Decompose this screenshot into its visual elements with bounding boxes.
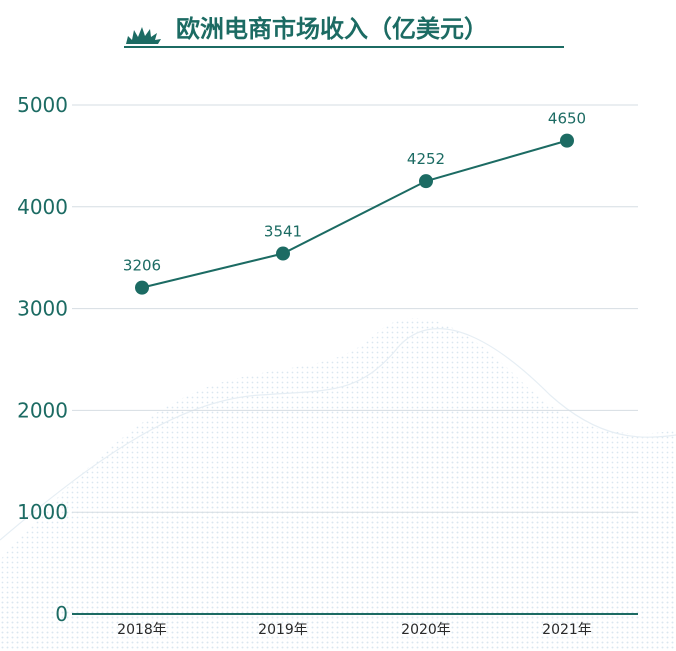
y-tick-label: 2000 bbox=[17, 398, 68, 422]
data-label: 3541 bbox=[264, 223, 302, 241]
wave-shape-front bbox=[0, 420, 676, 651]
data-points bbox=[135, 133, 574, 295]
title-group: 欧洲电商市场收入（亿美元） bbox=[124, 15, 564, 48]
grid-lines bbox=[72, 104, 638, 513]
x-tick-label: 2021年 bbox=[542, 622, 592, 638]
data-label: 3206 bbox=[123, 257, 161, 275]
y-tick-label: 1000 bbox=[17, 500, 68, 524]
data-labels: 3206 3541 4252 4650 bbox=[123, 110, 586, 275]
x-tick-label: 2018年 bbox=[117, 622, 167, 638]
chart-title: 欧洲电商市场收入（亿美元） bbox=[176, 15, 488, 43]
wave-background bbox=[0, 318, 676, 651]
data-point bbox=[419, 174, 433, 189]
data-point bbox=[276, 246, 290, 261]
wave-line bbox=[0, 328, 676, 541]
data-point bbox=[135, 280, 149, 295]
data-label: 4650 bbox=[548, 110, 586, 128]
y-tick-label: 0 bbox=[55, 602, 68, 626]
x-tick-label: 2020年 bbox=[401, 622, 451, 638]
data-point bbox=[560, 133, 574, 148]
x-axis-ticks: 2018年 2019年 2020年 2021年 bbox=[117, 622, 592, 638]
x-tick-label: 2019年 bbox=[258, 622, 308, 638]
y-tick-label: 4000 bbox=[17, 195, 68, 219]
y-tick-label: 5000 bbox=[17, 93, 68, 117]
series-line bbox=[141, 139, 568, 289]
y-axis-ticks: 0 1000 2000 3000 4000 5000 bbox=[17, 93, 68, 626]
hedgehog-icon bbox=[126, 27, 161, 44]
data-label: 4252 bbox=[407, 150, 445, 168]
y-tick-label: 3000 bbox=[17, 297, 68, 321]
